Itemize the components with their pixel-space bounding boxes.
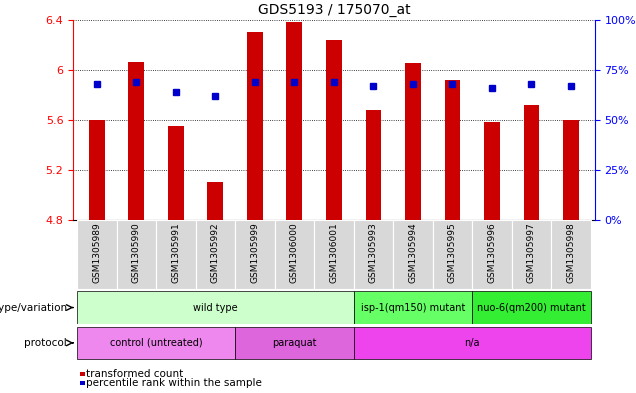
Bar xyxy=(512,220,551,289)
Bar xyxy=(326,40,342,220)
Text: GSM1305990: GSM1305990 xyxy=(132,222,141,283)
Text: nuo-6(qm200) mutant: nuo-6(qm200) mutant xyxy=(477,303,586,312)
Text: GSM1305999: GSM1305999 xyxy=(251,222,259,283)
Bar xyxy=(77,292,354,323)
Text: GSM1306000: GSM1306000 xyxy=(290,222,299,283)
Text: paraquat: paraquat xyxy=(272,338,317,348)
Title: GDS5193 / 175070_at: GDS5193 / 175070_at xyxy=(258,3,410,17)
Bar xyxy=(247,32,263,220)
Text: GSM1305989: GSM1305989 xyxy=(92,222,101,283)
Bar xyxy=(286,22,302,220)
Text: GSM1306001: GSM1306001 xyxy=(329,222,338,283)
Text: transformed count: transformed count xyxy=(86,369,184,378)
Bar xyxy=(89,120,105,220)
Text: control (untreated): control (untreated) xyxy=(110,338,202,348)
Text: GSM1305994: GSM1305994 xyxy=(408,222,417,283)
Bar xyxy=(366,110,382,220)
Bar xyxy=(207,182,223,220)
Text: GSM1305998: GSM1305998 xyxy=(567,222,576,283)
Text: GSM1305992: GSM1305992 xyxy=(211,222,220,283)
Bar xyxy=(551,220,591,289)
Bar xyxy=(523,105,539,220)
Bar xyxy=(80,381,85,384)
Text: isp-1(qm150) mutant: isp-1(qm150) mutant xyxy=(361,303,465,312)
Bar xyxy=(393,220,432,289)
Bar xyxy=(235,220,275,289)
Bar xyxy=(77,327,235,359)
Bar xyxy=(80,372,85,376)
Bar xyxy=(472,220,512,289)
Bar xyxy=(128,62,144,220)
Bar xyxy=(445,80,460,220)
Text: genotype/variation: genotype/variation xyxy=(0,303,70,312)
Bar xyxy=(168,126,184,220)
Text: GSM1305991: GSM1305991 xyxy=(171,222,181,283)
Text: wild type: wild type xyxy=(193,303,238,312)
Bar xyxy=(405,64,421,220)
Text: protocol: protocol xyxy=(24,338,70,348)
Bar xyxy=(354,292,472,323)
Bar xyxy=(275,220,314,289)
Bar xyxy=(116,220,156,289)
Bar xyxy=(484,122,500,220)
Text: GSM1305996: GSM1305996 xyxy=(487,222,497,283)
Bar xyxy=(235,327,354,359)
Bar xyxy=(354,327,591,359)
Text: n/a: n/a xyxy=(464,338,480,348)
Text: GSM1305997: GSM1305997 xyxy=(527,222,536,283)
Bar xyxy=(432,220,472,289)
Bar xyxy=(196,220,235,289)
Bar xyxy=(354,220,393,289)
Text: percentile rank within the sample: percentile rank within the sample xyxy=(86,378,262,387)
Bar xyxy=(563,120,579,220)
Bar xyxy=(314,220,354,289)
Bar xyxy=(77,220,116,289)
Text: GSM1305995: GSM1305995 xyxy=(448,222,457,283)
Text: GSM1305993: GSM1305993 xyxy=(369,222,378,283)
Bar xyxy=(156,220,196,289)
Bar xyxy=(472,292,591,323)
